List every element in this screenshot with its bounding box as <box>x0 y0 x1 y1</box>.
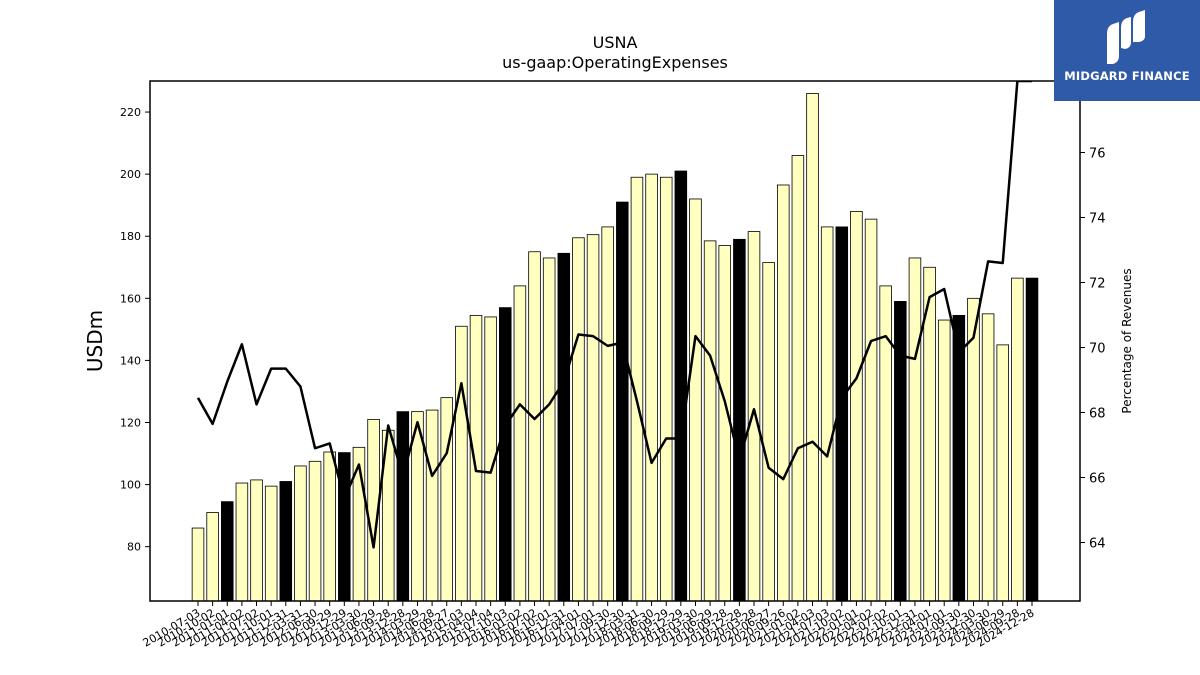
bar <box>762 262 775 602</box>
bar <box>513 285 527 602</box>
bar <box>469 314 483 602</box>
bar <box>338 452 351 602</box>
bar <box>294 465 307 602</box>
bar <box>791 155 805 602</box>
bar <box>718 245 731 602</box>
y-tick-label: 140 <box>120 354 141 367</box>
bar <box>221 501 234 602</box>
bar <box>1025 277 1039 602</box>
bar <box>850 210 863 602</box>
bar <box>191 527 205 602</box>
y2-tick-label: 70 <box>1089 342 1106 357</box>
bar <box>616 201 629 602</box>
bar <box>996 344 1009 602</box>
y2-tick-label: 66 <box>1089 472 1106 487</box>
bar <box>308 460 322 602</box>
y-tick-label: 120 <box>120 416 141 429</box>
plot-frame <box>149 80 1081 602</box>
bar <box>542 257 556 602</box>
bar <box>659 176 673 602</box>
chart-subtitle: us-gaap:OperatingExpenses <box>502 53 728 72</box>
y-tick-label: 200 <box>120 168 141 181</box>
bar <box>733 238 746 602</box>
bar <box>703 240 717 602</box>
y-tick-label: 100 <box>120 479 141 492</box>
bar <box>264 485 278 602</box>
bar <box>981 313 995 602</box>
bar <box>747 231 761 602</box>
bar <box>206 512 219 602</box>
y2-tick-label: 64 <box>1089 537 1106 552</box>
bar <box>806 93 819 602</box>
bar <box>777 184 790 602</box>
brand-logo: MIDGARD FINANCE <box>1054 0 1200 101</box>
y2-tick-label: 68 <box>1089 407 1106 422</box>
bar <box>967 297 980 602</box>
bar <box>557 252 571 602</box>
bar <box>323 451 336 602</box>
percentage-line <box>196 81 1032 549</box>
bar <box>645 173 658 602</box>
bar <box>937 319 951 602</box>
y-tick-label: 180 <box>120 230 141 243</box>
bar <box>864 218 878 602</box>
bar <box>879 285 892 602</box>
y2-tick-label: 76 <box>1089 147 1106 162</box>
y-tick-label: 80 <box>127 541 141 554</box>
bar <box>235 482 249 602</box>
bar <box>250 479 263 602</box>
bar <box>601 226 614 602</box>
bar <box>952 314 966 602</box>
logo-mark-icon <box>1107 10 1145 64</box>
bar <box>674 170 688 602</box>
bar <box>894 301 907 602</box>
y2-axis-label: Percentage of Revenues <box>1120 268 1134 413</box>
y-axis-label: USDm <box>83 310 107 372</box>
bar <box>572 237 585 602</box>
bar <box>528 251 541 602</box>
bar <box>455 325 468 602</box>
bar <box>499 307 512 602</box>
logo-text: MIDGARD FINANCE <box>1064 69 1190 83</box>
bar <box>820 226 834 602</box>
bar <box>1011 277 1024 602</box>
bar <box>279 481 293 602</box>
bar <box>425 409 439 602</box>
y2-tick-label: 74 <box>1089 212 1106 227</box>
bar <box>586 234 600 602</box>
bar <box>689 198 702 602</box>
bar <box>908 257 922 602</box>
y2-tick-label: 72 <box>1089 277 1106 292</box>
chart-title: USNA <box>593 33 638 52</box>
y-tick-label: 160 <box>120 292 141 305</box>
bar <box>396 411 410 602</box>
y-tick-label: 220 <box>120 106 141 119</box>
